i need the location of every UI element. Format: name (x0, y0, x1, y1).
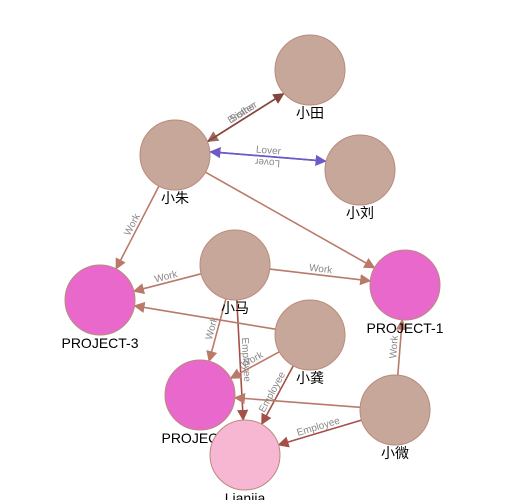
network-graph: SisiterBrotherLoverLoverWorkWorkWorkWork… (0, 0, 514, 500)
graph-node[interactable]: PROJECT-1 (366, 250, 443, 336)
node-circle[interactable] (200, 230, 270, 300)
node-circle[interactable] (65, 265, 135, 335)
node-label: 小田 (296, 105, 324, 121)
edge-label: Work (388, 334, 401, 359)
node-label: 小朱 (161, 190, 189, 206)
node-label: 小微 (381, 445, 409, 461)
node-circle[interactable] (325, 135, 395, 205)
node-label: 小龚 (296, 370, 324, 386)
node-label: Lianjia (225, 490, 266, 500)
graph-node[interactable]: PROJECT-3 (61, 265, 138, 351)
edge-label: Lover (254, 155, 280, 168)
node-circle[interactable] (360, 375, 430, 445)
node-label: 小刘 (346, 205, 374, 221)
node-circle[interactable] (165, 360, 235, 430)
node-circle[interactable] (275, 300, 345, 370)
node-circle[interactable] (370, 250, 440, 320)
node-circle[interactable] (275, 35, 345, 105)
node-label: PROJECT-3 (61, 335, 138, 351)
node-label: 小马 (221, 300, 249, 316)
node-circle[interactable] (140, 120, 210, 190)
node-label: PROJECT-1 (366, 320, 443, 336)
node-circle[interactable] (210, 420, 280, 490)
